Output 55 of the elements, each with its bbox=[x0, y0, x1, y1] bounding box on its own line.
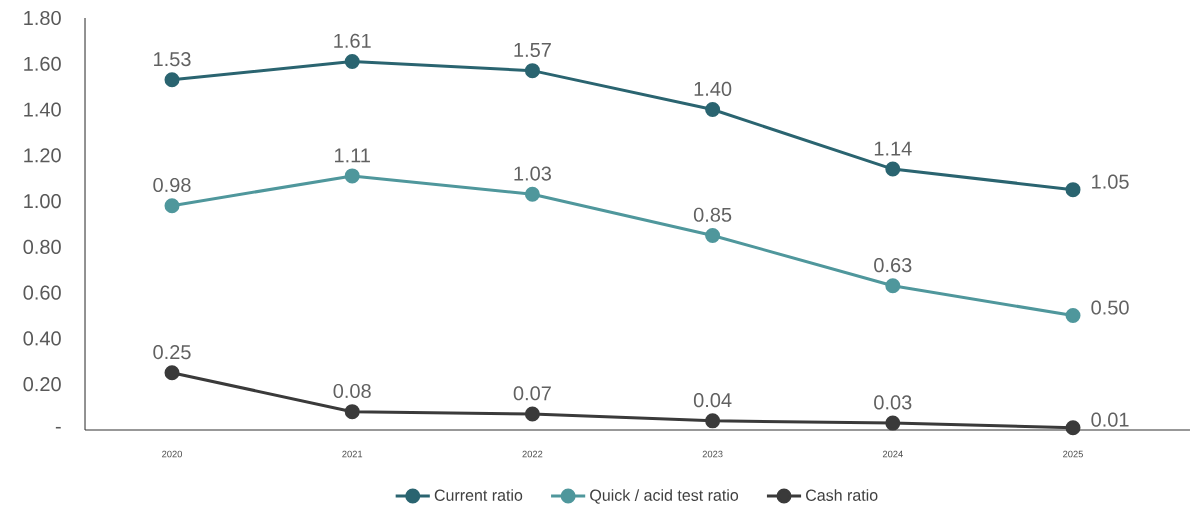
x-tick-label: 2021 bbox=[342, 450, 363, 458]
point bbox=[344, 53, 360, 69]
y-tick-label: 1.00 bbox=[24, 194, 61, 209]
y-tick-label: 1.20 bbox=[24, 148, 61, 163]
data-label: 1.53 bbox=[154, 52, 191, 67]
data-label: 1.61 bbox=[334, 33, 371, 48]
point bbox=[164, 198, 180, 214]
y-tick-label: 0.60 bbox=[23, 285, 61, 300]
y-tick-label: 1.60 bbox=[24, 56, 61, 71]
data-label: 1.11 bbox=[335, 148, 370, 163]
data-label: 0.85 bbox=[693, 207, 732, 222]
legend-label: Cash ratio bbox=[806, 489, 878, 501]
point bbox=[1065, 308, 1081, 324]
legend-label: Quick / acid test ratio bbox=[590, 489, 739, 504]
y-tick-label: 0.80 bbox=[23, 239, 61, 254]
point bbox=[1065, 420, 1081, 436]
y-tick-label: 0.20 bbox=[23, 377, 61, 392]
point bbox=[344, 404, 360, 420]
x-tick-label: 2020 bbox=[162, 450, 183, 458]
point bbox=[885, 161, 901, 177]
point bbox=[524, 63, 540, 79]
y-tick-label: 1.40 bbox=[24, 102, 61, 117]
data-label: 1.05 bbox=[1092, 174, 1129, 189]
x-tick-label: 2025 bbox=[1063, 450, 1083, 458]
y-tick-label: - bbox=[55, 426, 61, 429]
data-label: 0.04 bbox=[693, 393, 732, 408]
data-label: 0.50 bbox=[1091, 300, 1129, 315]
point bbox=[705, 413, 721, 429]
data-label: 0.25 bbox=[153, 345, 191, 360]
point bbox=[344, 168, 360, 184]
data-label: 1.14 bbox=[874, 141, 912, 156]
legend-label: Current ratio bbox=[434, 489, 523, 501]
data-label: 1.40 bbox=[694, 81, 732, 96]
point bbox=[164, 72, 180, 88]
data-label: 1.03 bbox=[514, 166, 551, 181]
data-label: 0.01 bbox=[1091, 412, 1129, 427]
x-tick-label: 2022 bbox=[522, 450, 543, 458]
point bbox=[705, 102, 721, 118]
point bbox=[1065, 182, 1081, 198]
y-tick-label: 0.40 bbox=[23, 331, 61, 346]
data-label: 1.57 bbox=[514, 43, 551, 58]
point bbox=[885, 278, 901, 294]
data-label: 0.07 bbox=[513, 386, 551, 401]
x-tick-label: 2023 bbox=[702, 450, 723, 458]
point bbox=[705, 227, 721, 243]
point bbox=[524, 406, 540, 422]
y-tick-label: 1.80 bbox=[24, 10, 61, 26]
data-label: 0.08 bbox=[333, 383, 371, 399]
data-label: 0.03 bbox=[874, 395, 912, 410]
x-tick-label: 2024 bbox=[882, 450, 903, 458]
point bbox=[885, 415, 901, 431]
point bbox=[524, 186, 540, 202]
point bbox=[164, 365, 180, 381]
data-label: 0.98 bbox=[153, 177, 191, 193]
data-label: 0.63 bbox=[874, 258, 912, 273]
